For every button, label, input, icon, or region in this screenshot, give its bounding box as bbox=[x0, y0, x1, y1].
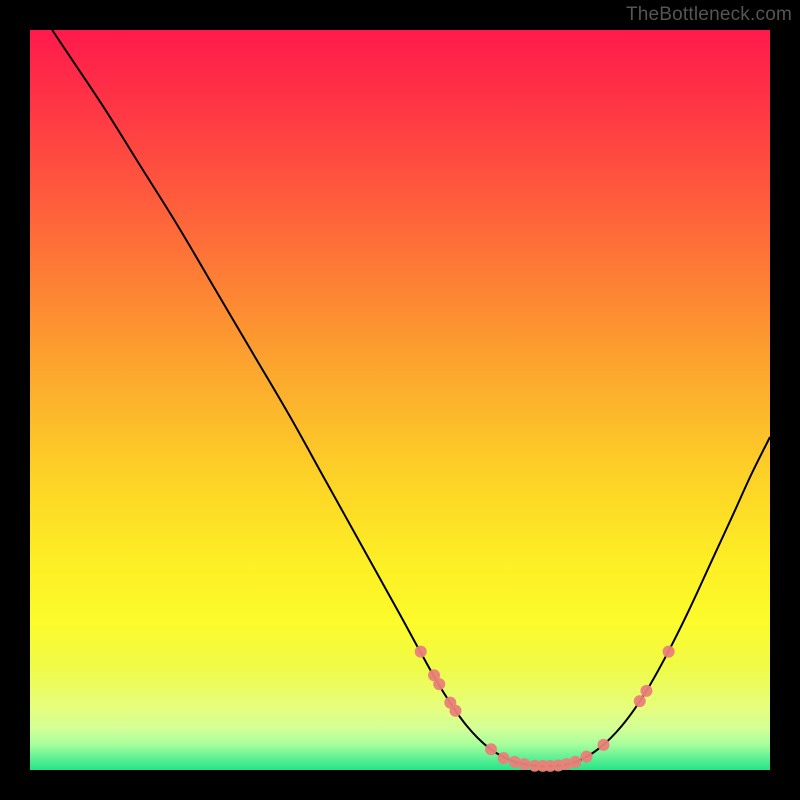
data-marker bbox=[415, 646, 427, 658]
data-marker bbox=[485, 743, 497, 755]
data-marker bbox=[518, 758, 530, 770]
data-marker bbox=[640, 685, 652, 697]
data-marker bbox=[663, 646, 675, 658]
chart-stage: TheBottleneck.com bbox=[0, 0, 800, 800]
data-marker bbox=[498, 752, 510, 764]
plot-background bbox=[30, 30, 770, 770]
data-marker bbox=[433, 678, 445, 690]
chart-svg bbox=[0, 0, 800, 800]
data-marker bbox=[598, 739, 610, 751]
data-marker bbox=[450, 705, 462, 717]
data-marker bbox=[580, 751, 592, 763]
data-marker bbox=[634, 695, 646, 707]
watermark-text: TheBottleneck.com bbox=[626, 4, 792, 26]
data-marker bbox=[569, 756, 581, 768]
